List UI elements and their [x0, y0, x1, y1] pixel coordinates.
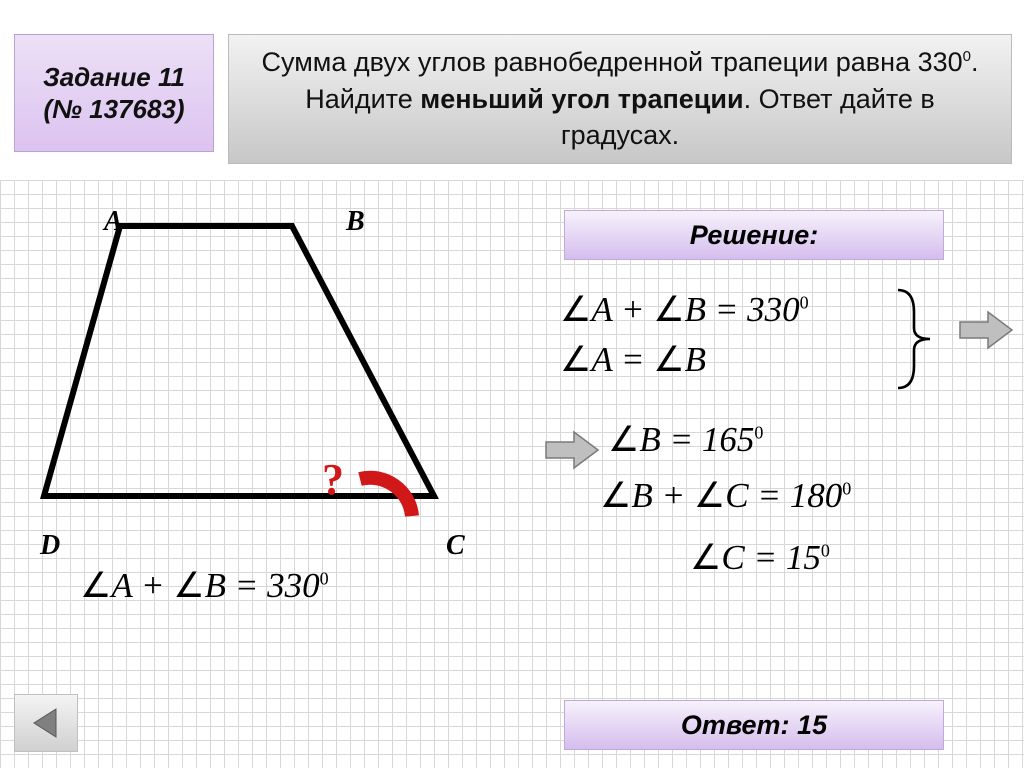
- back-triangle-icon: [28, 705, 64, 741]
- problem-text: Сумма двух углов равнобедренной трапеции…: [249, 44, 991, 153]
- arrow-right-icon: [958, 310, 1014, 350]
- solution-heading-text: Решение:: [690, 220, 819, 251]
- task-box: Задание 11 (№ 137683): [14, 34, 214, 152]
- equation-below-figure: ∠A + ∠B = 3300: [80, 566, 329, 606]
- problem-box: Сумма двух углов равнобедренной трапеции…: [228, 34, 1012, 164]
- equation-b-value: ∠B = 1650: [608, 420, 763, 460]
- arrow-right-icon: [544, 430, 600, 470]
- equation-a-eq-b: ∠A = ∠B: [560, 340, 706, 380]
- equation-a-plus-b: ∠A + ∠B = 3300: [560, 290, 809, 330]
- equation-b-plus-c: ∠B + ∠C = 1800: [600, 476, 851, 516]
- equation-c-value: ∠C = 150: [690, 538, 830, 578]
- back-button[interactable]: [14, 694, 78, 752]
- answer-text: Ответ: 15: [681, 710, 827, 741]
- task-number: (№ 137683): [43, 93, 184, 126]
- question-mark: ?: [322, 454, 344, 505]
- task-title: Задание 11: [43, 61, 185, 94]
- vertex-label-d: D: [40, 530, 60, 562]
- vertex-label-b: B: [346, 206, 365, 238]
- answer-box: Ответ: 15: [564, 700, 944, 750]
- solution-heading: Решение:: [564, 210, 944, 260]
- vertex-label-c: C: [446, 530, 465, 562]
- angle-arc-icon: [348, 468, 426, 546]
- vertex-label-a: A: [104, 206, 123, 238]
- brace-icon: [892, 286, 940, 392]
